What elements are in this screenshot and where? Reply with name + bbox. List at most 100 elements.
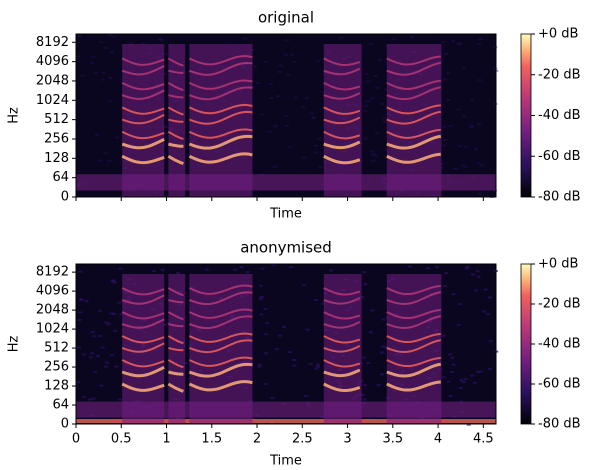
x-tick-label: 2.5 <box>292 432 313 447</box>
spectrogram-texture <box>311 116 316 119</box>
spectrogram-texture <box>381 345 386 348</box>
spectrogram-texture <box>188 152 253 164</box>
spectrogram-texture <box>188 362 253 378</box>
spectrogram-texture <box>188 55 253 66</box>
spectrogram-texture <box>373 154 378 157</box>
spectrogram-texture <box>167 359 184 369</box>
spectrogram-texture <box>109 51 114 54</box>
spectrogram-texture <box>493 46 498 49</box>
spectrogram-texture <box>273 125 278 128</box>
spectrogram-texture <box>291 358 296 361</box>
spectrogram-texture <box>80 74 85 77</box>
spectrogram-texture <box>111 35 116 38</box>
spectrogram-texture <box>121 130 165 140</box>
plot-frame <box>75 33 497 198</box>
spectrogram-texture <box>167 335 184 345</box>
spectrogram-texture <box>90 352 95 355</box>
spectrogram-texture <box>77 35 82 38</box>
spectrogram-texture <box>122 274 165 424</box>
spectrogram-texture <box>448 395 453 398</box>
spectrogram-texture <box>93 370 98 373</box>
spectrogram-texture <box>168 118 184 123</box>
spectrogram-texture <box>88 356 93 359</box>
spectrogram-texture <box>328 269 333 272</box>
colorbar-tick-label: +0 dB <box>538 257 578 272</box>
colorbar-tick-label: -40 dB <box>538 337 581 352</box>
spectrogram-texture <box>309 112 314 115</box>
spectrogram-texture <box>386 86 441 101</box>
spectrogram-texture <box>92 335 97 338</box>
spectrogram-texture <box>188 79 253 90</box>
spectrogram-texture <box>386 339 441 354</box>
spectrogram-texture <box>152 270 157 273</box>
spectrogram-texture <box>272 165 277 168</box>
spectrogram-texture <box>101 71 106 74</box>
spectrogram-texture <box>386 44 442 197</box>
spectrogram-texture <box>323 382 361 393</box>
spectrogram-texture <box>112 281 117 284</box>
spectrogram-texture <box>487 296 492 299</box>
spectrogram-texture <box>314 151 319 154</box>
spectrogram-texture <box>477 123 482 126</box>
y-axis-label: Hz <box>7 107 22 124</box>
spectrogram-texture <box>292 60 297 63</box>
spectrogram-texture <box>386 79 441 90</box>
spectrogram-texture <box>441 376 446 379</box>
spectrogram-texture <box>323 57 361 66</box>
spectrogram-texture <box>121 65 165 76</box>
x-tick-label: 4.5 <box>473 432 494 447</box>
spectrogram-texture <box>470 374 475 377</box>
spectrogram-texture <box>259 313 264 316</box>
spectrogram-texture <box>100 346 105 349</box>
spectrogram-texture <box>386 309 441 320</box>
spectrogram-texture <box>316 365 321 368</box>
spectrogram-texture <box>456 323 461 326</box>
spectrogram-texture <box>384 346 389 349</box>
spectrogram-texture <box>167 311 184 321</box>
spectrogram-texture <box>381 318 386 321</box>
spectrogram-texture <box>259 295 264 298</box>
spectrogram-texture <box>245 271 250 274</box>
spectrogram-texture <box>493 102 498 105</box>
x-tick-label: 1 <box>162 432 170 447</box>
spectrogram-texture <box>410 35 415 38</box>
spectrogram-texture <box>323 368 361 378</box>
spectrogram-texture <box>465 265 470 268</box>
spectrogram-texture <box>107 159 112 162</box>
spectrogram-texture <box>323 359 361 368</box>
spectrogram-texture <box>408 265 413 268</box>
spectrogram-texture <box>486 313 491 316</box>
spectrogram-texture <box>106 323 111 326</box>
spectrogram-texture <box>315 60 320 63</box>
spectrogram-texture <box>76 55 81 58</box>
spectrogram-texture <box>488 367 493 370</box>
x-tick-label: 1.5 <box>201 432 222 447</box>
spectrogram-texture <box>386 315 441 330</box>
spectrogram-texture <box>386 357 441 368</box>
spectrogram-texture <box>141 42 146 45</box>
spectrogram-texture <box>371 153 376 156</box>
spectrogram-texture <box>469 124 474 127</box>
spectrogram-texture <box>283 53 288 56</box>
spectrogram-texture <box>167 287 184 297</box>
spectrogram-texture <box>76 419 496 423</box>
spectrogram-texture <box>97 334 102 337</box>
spectrogram-texture <box>111 312 116 315</box>
spectrogram-texture <box>323 106 361 115</box>
spectrogram <box>76 264 499 426</box>
spectrogram-texture <box>373 74 378 77</box>
spectrogram-texture <box>473 289 478 292</box>
spectrogram-texture <box>122 44 165 197</box>
spectrogram-texture <box>104 365 109 368</box>
colorbar-tick-label: -20 dB <box>538 67 581 82</box>
spectrogram-texture <box>108 100 113 103</box>
spectrogram-texture <box>465 267 470 270</box>
spectrogram-texture <box>493 67 498 70</box>
colorbar <box>520 33 532 198</box>
spectrogram-texture <box>323 335 361 344</box>
spectrogram-texture <box>364 104 369 107</box>
spectrogram-texture <box>470 98 475 101</box>
spectrogram-texture <box>267 130 272 133</box>
spectrogram-texture <box>121 106 165 115</box>
spectrogram-texture <box>121 89 165 100</box>
